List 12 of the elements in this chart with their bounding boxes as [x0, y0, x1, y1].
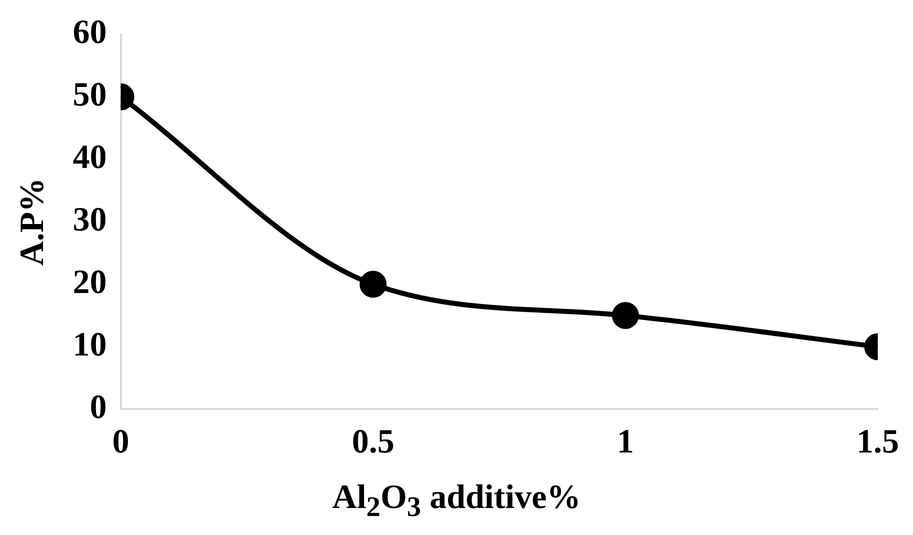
- y-tick-label: 30: [72, 202, 107, 239]
- x-axis-title: Al$_{2}$O$_{3}$ additive%: [331, 478, 582, 525]
- x-tick-label: 1: [616, 423, 634, 460]
- y-tick-label: 40: [72, 139, 107, 176]
- y-tick-label: 10: [72, 326, 107, 364]
- y-axis-title: A.P%: [14, 178, 52, 266]
- x-tick-label: 1.5: [856, 423, 899, 460]
- y-tick-label: 60: [72, 14, 107, 52]
- y-tick-label: 20: [72, 264, 107, 302]
- y-tick-label: 50: [72, 76, 107, 114]
- x-tick-label: 0.5: [352, 423, 394, 460]
- y-tick-label: 0: [90, 388, 107, 426]
